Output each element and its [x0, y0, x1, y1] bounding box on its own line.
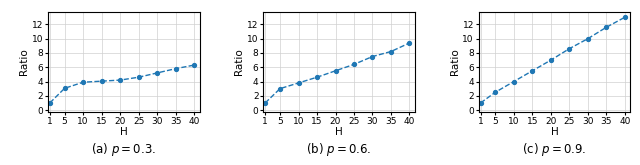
Text: (b) $p=0.6$.: (b) $p=0.6$.: [307, 141, 372, 158]
Text: (c) $p=0.9$.: (c) $p=0.9$.: [522, 141, 587, 158]
Y-axis label: Ratio: Ratio: [19, 49, 29, 75]
Y-axis label: Ratio: Ratio: [234, 49, 244, 75]
X-axis label: H: H: [550, 127, 559, 137]
X-axis label: H: H: [120, 127, 128, 137]
Y-axis label: Ratio: Ratio: [449, 49, 460, 75]
Text: (a) $p=0.3$.: (a) $p=0.3$.: [92, 141, 156, 158]
X-axis label: H: H: [335, 127, 343, 137]
